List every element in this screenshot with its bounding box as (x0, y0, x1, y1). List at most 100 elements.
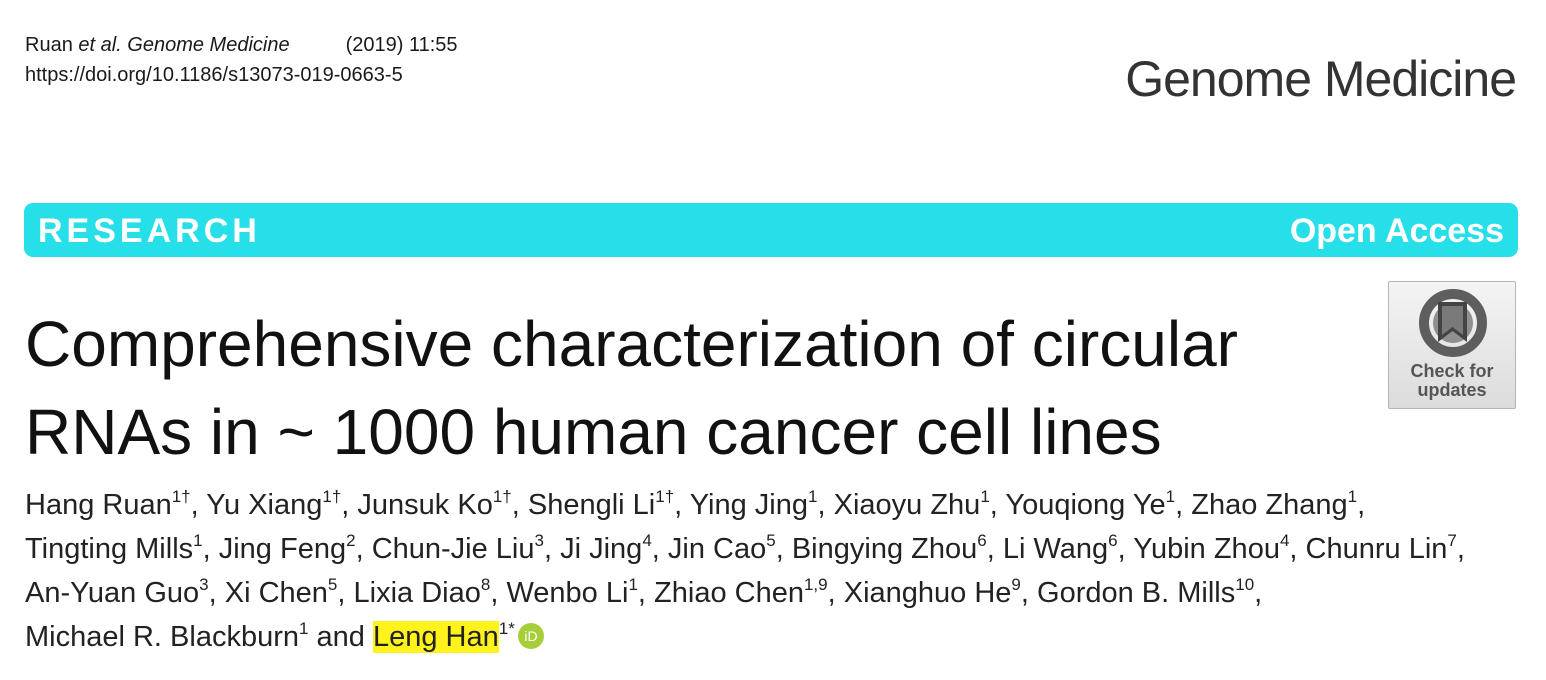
author: Zhiao Chen1,9, (654, 575, 836, 609)
author-affiliation: 1 (1347, 487, 1358, 506)
author-name: Xi Chen (224, 577, 328, 609)
check-for-updates-line2: updates (1417, 380, 1487, 400)
author-name: Bingying Zhou (791, 533, 978, 565)
title-line-1: Comprehensive characterization of circul… (25, 308, 1238, 380)
author-affiliation: 3 (534, 531, 544, 550)
author: Junsuk Ko1†, (357, 487, 520, 521)
highlighted-author-name: Leng Han (372, 621, 499, 653)
author-name: Jing Feng (218, 533, 347, 565)
author-name: Gordon B. Mills (1037, 577, 1236, 609)
author-affiliation: 1 (808, 487, 818, 506)
author: Michael R. Blackburn1 (25, 619, 309, 653)
citation-author: Ruan (25, 34, 73, 56)
author: Chun-Jie Liu3, (371, 531, 553, 565)
author: Ying Jing1, (689, 487, 826, 521)
author-affiliation: 1 (193, 531, 203, 550)
author-affiliation: 1† (492, 487, 512, 506)
author: Chunru Lin7, (1305, 531, 1465, 565)
check-for-updates-line1: Check for (1410, 361, 1494, 381)
author: Xianghuo He9, (843, 575, 1029, 609)
author: Li Wang6, (1002, 531, 1126, 565)
author-name: Junsuk Ko (357, 489, 493, 521)
author-affiliation: 9 (1011, 575, 1021, 594)
author: Hang Ruan1†, (25, 487, 199, 521)
author-affiliation: 1† (322, 487, 342, 506)
citation-journal: et al. Genome Medicine (78, 34, 290, 56)
author-name: Xiaoyu Zhu (833, 489, 981, 521)
author-name: Ji Jing (560, 533, 643, 565)
author-name: Yubin Zhou (1133, 533, 1280, 565)
author-name: Shengli Li (527, 489, 656, 521)
author-affiliation: 3 (199, 575, 209, 594)
author-name: Zhao Zhang (1191, 489, 1348, 521)
author-name: Michael R. Blackburn (25, 621, 299, 653)
citation-line: Ruan et al. Genome Medicine (2019) 11:55 (25, 30, 458, 60)
author-affiliation: 6 (1108, 531, 1118, 550)
author: Gordon B. Mills10, (1037, 575, 1263, 609)
author-name: Jin Cao (667, 533, 767, 565)
article-type-banner: RESEARCH Open Access (24, 203, 1518, 257)
author-affiliation: 4 (642, 531, 652, 550)
author-name: Tingting Mills (25, 533, 194, 565)
author: Bingying Zhou6, (791, 531, 995, 565)
orcid-icon[interactable]: iD (517, 623, 544, 649)
author-affiliation: 1 (628, 575, 638, 594)
author-name: Chun-Jie Liu (371, 533, 535, 565)
author: Wenbo Li1, (506, 575, 646, 609)
author-affiliation: 7 (1447, 531, 1457, 550)
author-name: Wenbo Li (506, 577, 629, 609)
citation-year-volume: (2019) 11:55 (345, 34, 458, 56)
journal-logo: Genome Medicine (1125, 51, 1517, 107)
article-title: Comprehensive characterization of circul… (25, 300, 1345, 476)
author-affiliation: 1† (171, 487, 191, 506)
author-name: Xianghuo He (843, 577, 1012, 609)
orcid-label: iD (524, 628, 537, 644)
author-affiliation: 1,9 (803, 575, 828, 594)
author-name: Yu Xiang (206, 489, 323, 521)
author: An-Yuan Guo3, (25, 575, 217, 609)
author-affiliation: 1* (498, 619, 515, 638)
author-name: An-Yuan Guo (25, 577, 200, 609)
author: Youqiong Ye1, (1005, 487, 1184, 521)
author: Xi Chen5, (224, 575, 346, 609)
author-affiliation: 8 (480, 575, 491, 594)
open-access-label: Open Access (1289, 212, 1504, 250)
authors-conjunction: and (316, 621, 365, 653)
author-name: Chunru Lin (1305, 533, 1448, 565)
author-affiliation: 10 (1235, 575, 1255, 594)
title-line-2: RNAs in ~ 1000 human cancer cell lines (25, 396, 1162, 468)
author-affiliation: 1 (1165, 487, 1176, 506)
author: Yu Xiang1†, (206, 487, 350, 521)
author-list: Hang Ruan1†, Yu Xiang1†, Junsuk Ko1†, Sh… (25, 483, 1515, 659)
corresponding-author: Leng Han1* iD (372, 619, 544, 653)
author-name: Ying Jing (689, 489, 809, 521)
author-affiliation: 1 (299, 619, 309, 638)
author-name: Lixia Diao (353, 577, 481, 609)
author: Yubin Zhou4, (1133, 531, 1298, 565)
author: Xiaoyu Zhu1, (833, 487, 998, 521)
author: Jing Feng2, (218, 531, 364, 565)
author: Ji Jing4, (560, 531, 660, 565)
author: Tingting Mills1, (25, 531, 211, 565)
article-type-label: RESEARCH (38, 212, 261, 250)
author-affiliation: 1† (655, 487, 675, 506)
author-affiliation: 5 (327, 575, 338, 594)
check-for-updates-text: Check for updates (1389, 362, 1515, 400)
citation-block: Ruan et al. Genome Medicine (2019) 11:55 … (25, 30, 458, 90)
author-affiliation: 2 (346, 531, 356, 550)
author: Lixia Diao8, (353, 575, 499, 609)
author: Jin Cao5, (667, 531, 784, 565)
author-affiliation: 6 (977, 531, 987, 550)
bookmark-ring-icon (1419, 289, 1487, 357)
author-name: Hang Ruan (25, 489, 172, 521)
check-for-updates-badge[interactable]: Check for updates (1388, 281, 1516, 409)
doi-link[interactable]: https://doi.org/10.1186/s13073-019-0663-… (25, 64, 403, 86)
author-affiliation: 1 (980, 487, 990, 506)
author-affiliation: 5 (766, 531, 776, 550)
author: Shengli Li1†, (527, 487, 683, 521)
author-name: Youqiong Ye (1005, 489, 1166, 521)
author: Zhao Zhang1, (1191, 487, 1366, 521)
author-name: Li Wang (1002, 533, 1109, 565)
author-name: Zhiao Chen (654, 577, 804, 609)
author-affiliation: 4 (1279, 531, 1290, 550)
